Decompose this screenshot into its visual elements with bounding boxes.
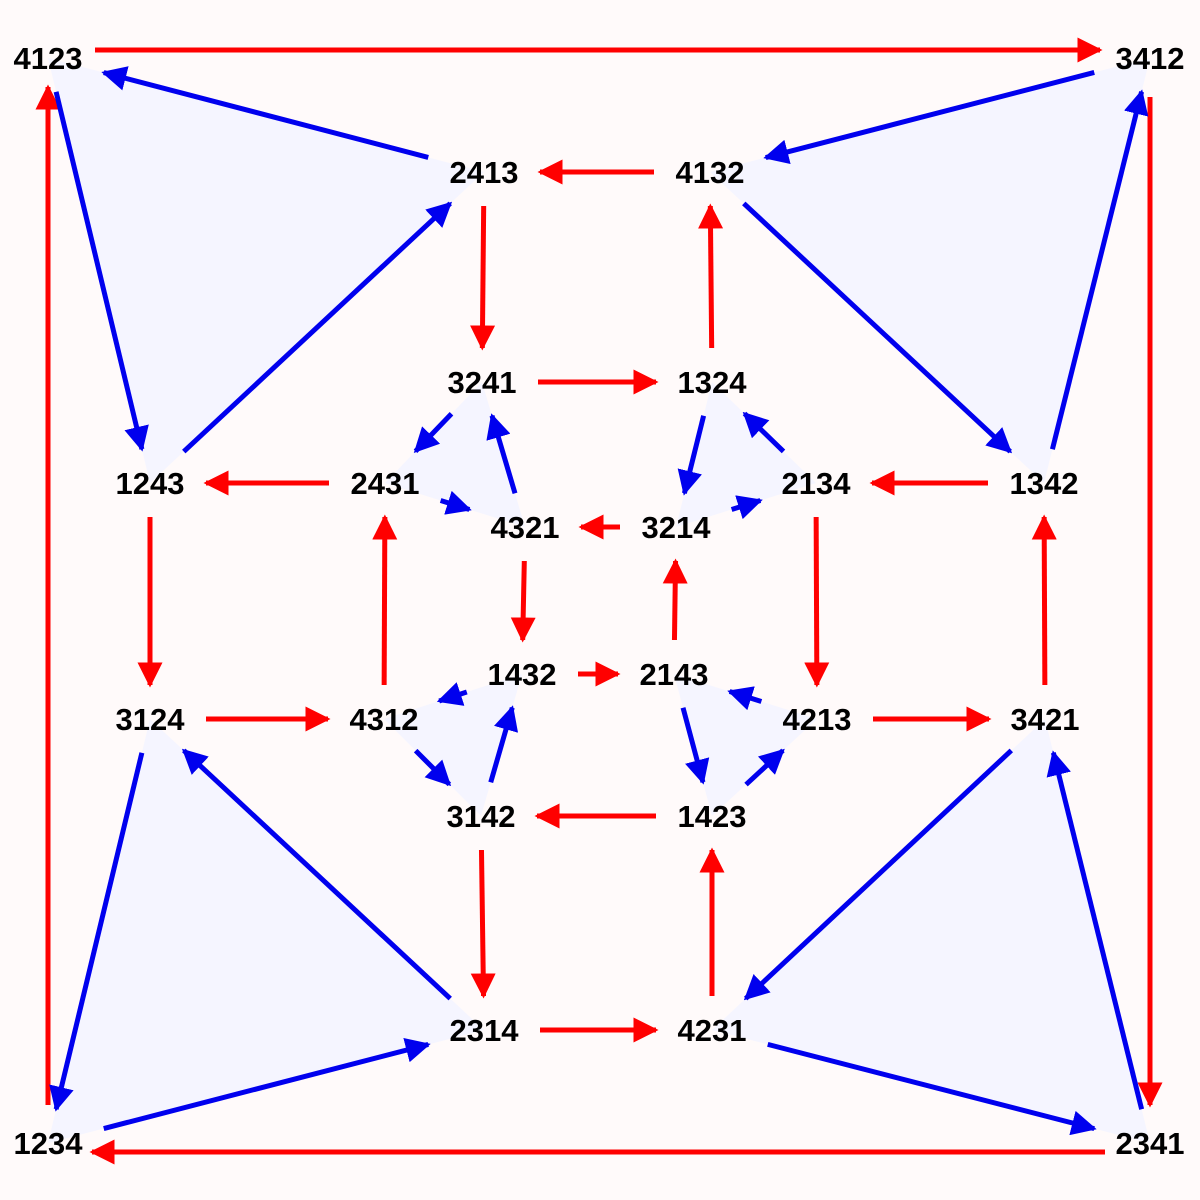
node-3412: 3412: [1116, 41, 1185, 76]
triangle-face: [676, 382, 816, 527]
red-arrow-edge: [804, 516, 830, 688]
red-arrow-edge: [662, 558, 688, 641]
blue-arrow-edge: [488, 705, 519, 784]
blue-arrow-edge: [727, 686, 763, 711]
node-4312: 4312: [350, 702, 419, 737]
blue-arrow-edge: [53, 91, 149, 452]
node-1423: 1423: [678, 799, 747, 834]
blue-arrow-edge: [763, 70, 1095, 165]
blue-arrow-edge: [742, 411, 786, 454]
red-arrow-edge: [372, 514, 398, 686]
node-4123: 4123: [14, 41, 83, 76]
node-4132: 4132: [676, 155, 745, 190]
blue-arrow-edge: [486, 413, 518, 495]
blue-arrow-edge: [413, 748, 452, 787]
blue-arrow-edge: [1049, 89, 1149, 450]
triangle-face: [674, 674, 817, 816]
triangle-face: [710, 58, 1150, 483]
node-1432: 1432: [488, 657, 557, 692]
node-2314: 2314: [450, 1013, 520, 1048]
node-2134: 2134: [782, 466, 852, 501]
triangle-face: [712, 719, 1150, 1143]
node-2341: 2341: [1116, 1126, 1185, 1161]
blue-arrow-edge: [439, 490, 472, 515]
blue-arrow-edge: [181, 748, 452, 1001]
node-1342: 1342: [1010, 466, 1079, 501]
node-3421: 3421: [1011, 702, 1080, 737]
node-4213: 4213: [783, 702, 852, 737]
node-2143: 2143: [640, 657, 709, 692]
node-3241: 3241: [448, 365, 517, 400]
blue-arrow-edge: [742, 201, 1013, 454]
blue-arrow-edge: [743, 748, 1014, 1001]
blue-arrow-edge: [1046, 750, 1145, 1110]
node-3124: 3124: [116, 702, 186, 737]
blue-arrow-edge: [182, 201, 453, 454]
blue-arrow-edge: [49, 752, 145, 1112]
triangle-faces: [48, 58, 1150, 1143]
node-1324: 1324: [678, 365, 748, 400]
node-1243: 1243: [116, 466, 185, 501]
blue-arrow-edge: [730, 495, 763, 520]
red-arrow-edge: [1031, 514, 1057, 686]
red-arrow-edge: [510, 560, 536, 643]
node-3142: 3142: [447, 799, 516, 834]
red-arrow-edge: [470, 849, 496, 999]
red-arrow-edge: [698, 203, 724, 349]
blue-arrow-edge: [101, 66, 429, 160]
node-1234: 1234: [14, 1126, 84, 1161]
blue-arrow-edge: [677, 415, 707, 496]
node-2431: 2431: [351, 466, 420, 501]
triangle-face: [384, 674, 522, 816]
node-labels: 4123 3412 2413 4132 3241 1324 1243 2431 …: [14, 41, 1185, 1161]
node-4231: 4231: [678, 1013, 747, 1048]
node-2413: 2413: [450, 155, 519, 190]
node-3214: 3214: [642, 510, 712, 545]
blue-arrow-edge: [103, 1037, 431, 1131]
triangle-face: [48, 719, 484, 1143]
red-arrow-edge: [470, 205, 496, 351]
blue-arrow-edge: [744, 748, 785, 787]
arrow-edges: [35, 37, 1163, 1165]
node-4321: 4321: [491, 510, 560, 545]
blue-arrow-edge: [436, 682, 468, 706]
blue-arrow-edge: [413, 412, 454, 454]
blue-arrow-edge: [680, 707, 710, 785]
blue-arrow-edge: [767, 1041, 1097, 1136]
triangle-face: [48, 58, 484, 483]
